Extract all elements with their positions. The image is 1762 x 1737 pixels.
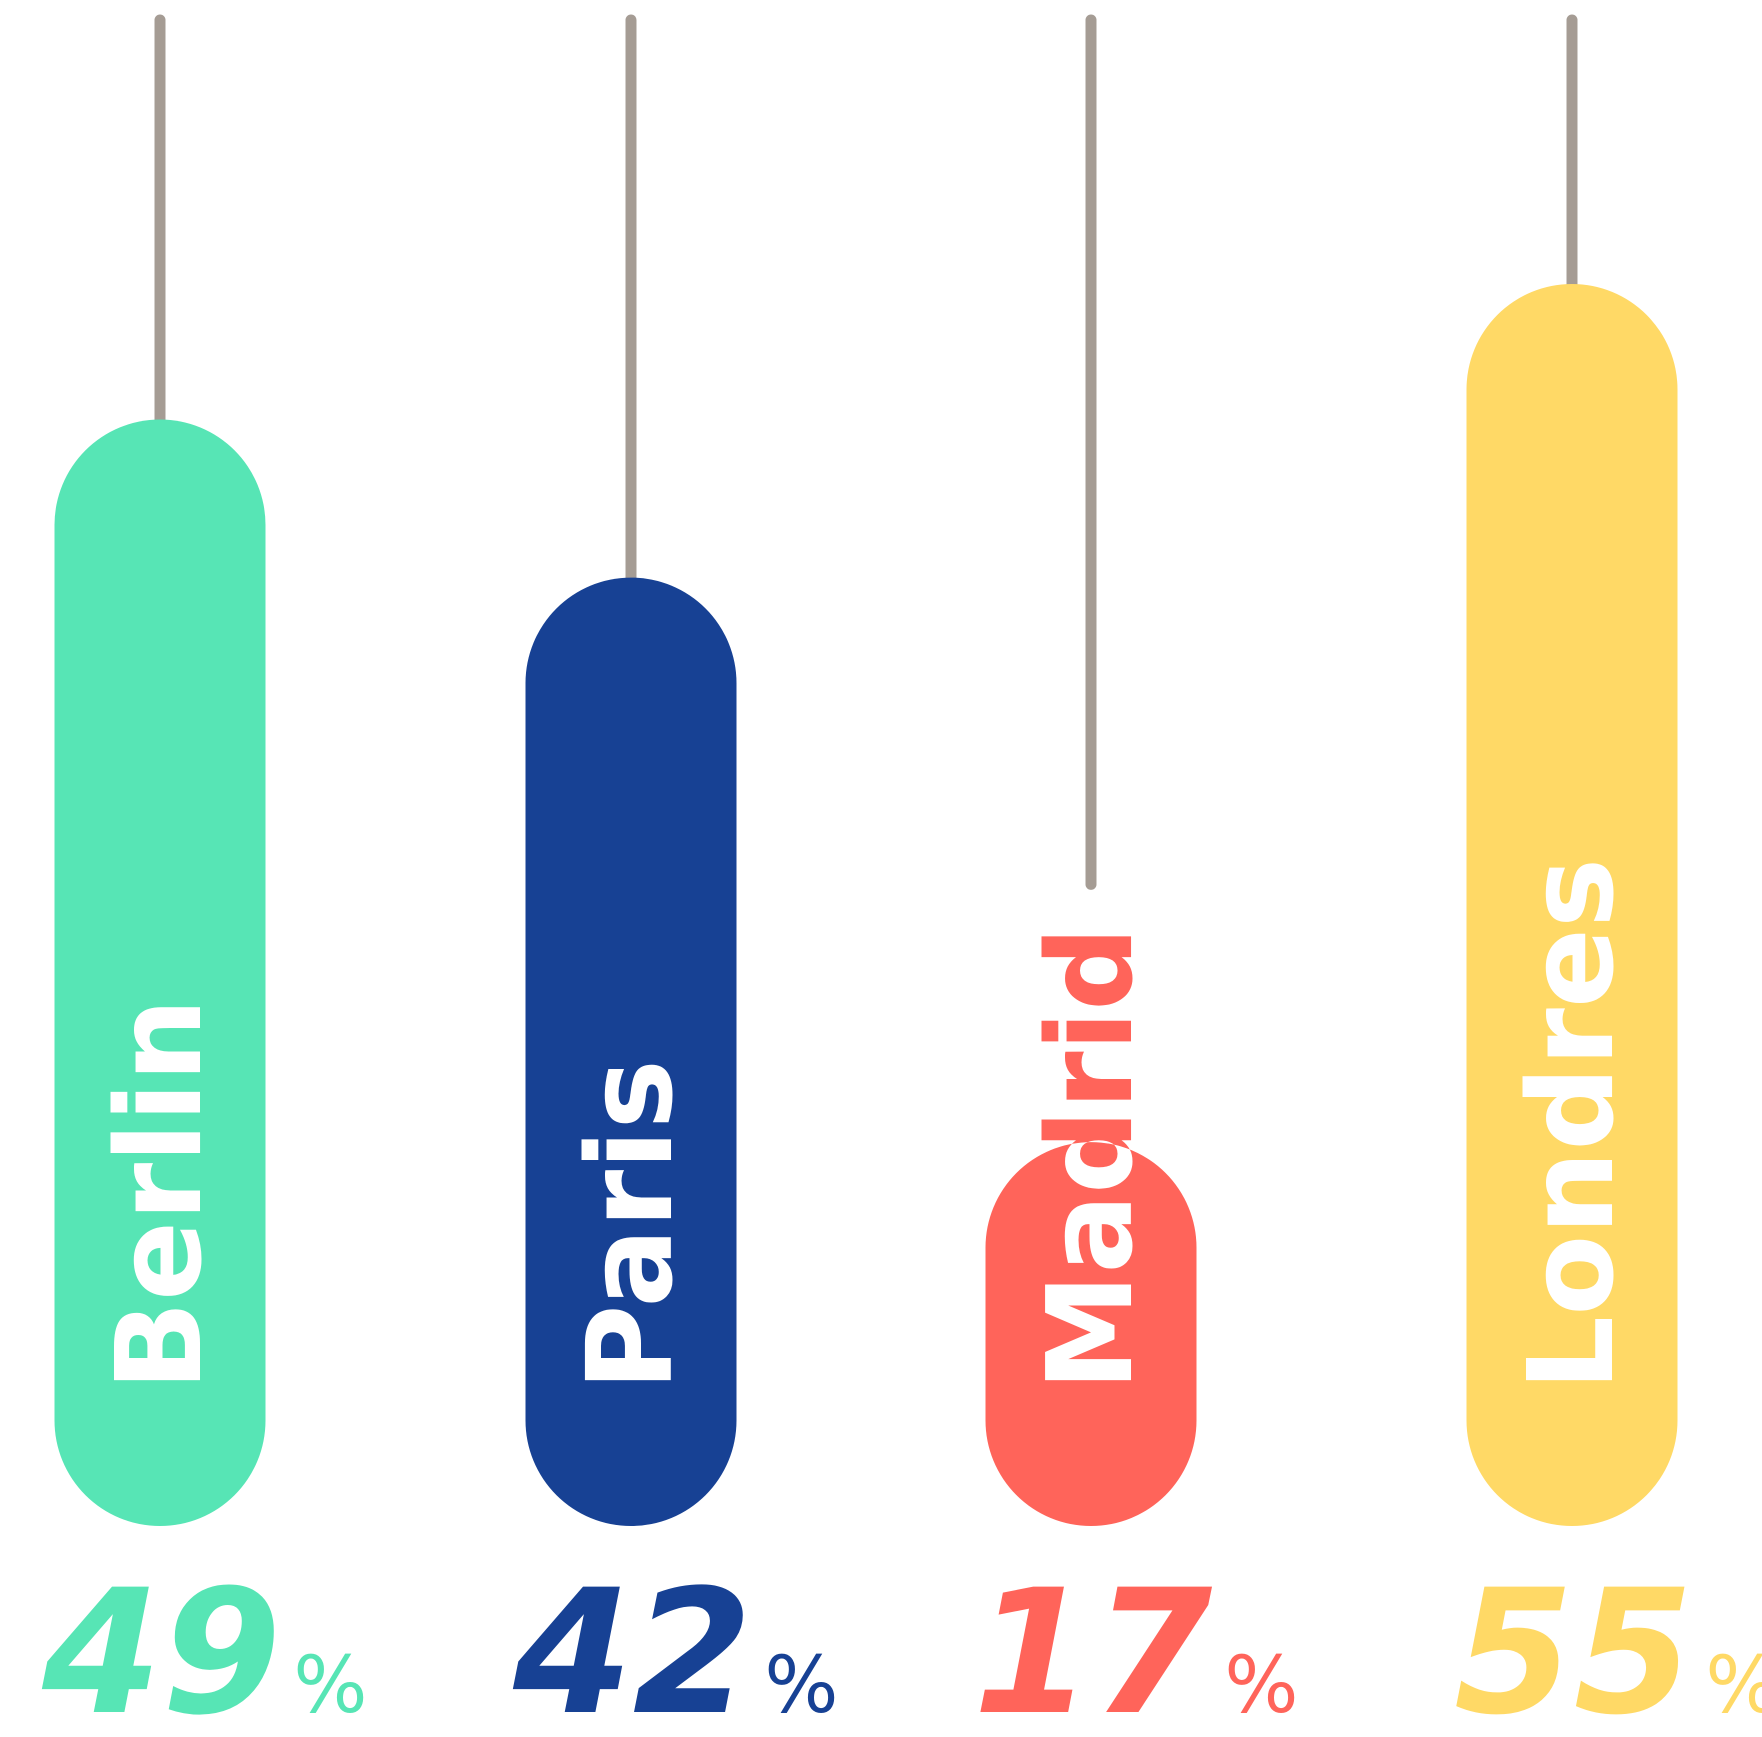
bar-label: Madrid — [1021, 926, 1159, 1391]
label-group: Paris — [561, 1059, 699, 1391]
bar-label-outside: Madrid — [1021, 926, 1159, 1391]
bar — [54, 419, 266, 1527]
label-group: Londres — [1502, 858, 1640, 1391]
label-group: Madrid — [1021, 926, 1159, 1391]
value-label: 17% — [973, 1552, 1298, 1737]
bar — [985, 1142, 1197, 1527]
bar — [1466, 284, 1678, 1527]
value-label: 49% — [41, 1552, 367, 1737]
bar-label: Londres — [1502, 858, 1640, 1391]
bar — [525, 577, 737, 1527]
label-group: Berlin — [90, 998, 228, 1391]
bar-label: Berlin — [90, 998, 228, 1391]
value-label: 55% — [1454, 1552, 1762, 1737]
value-label: 42% — [512, 1552, 838, 1737]
bar-label: Paris — [561, 1059, 699, 1391]
